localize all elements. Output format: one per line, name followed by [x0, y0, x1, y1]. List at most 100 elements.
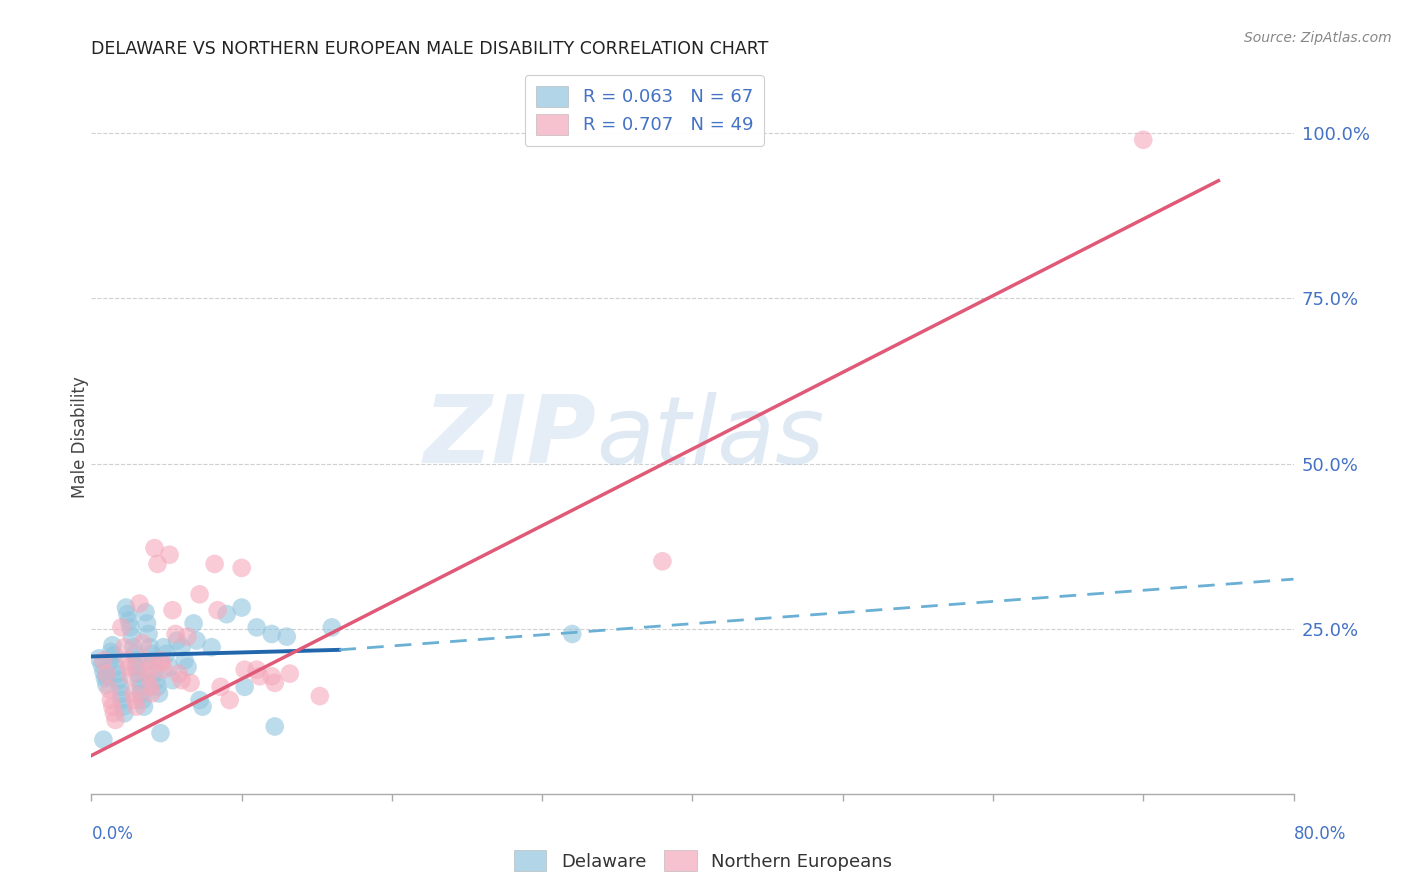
- Point: [132, 699, 155, 714]
- Point: [105, 666, 128, 681]
- Point: [651, 554, 673, 568]
- Point: [141, 647, 163, 661]
- Point: [101, 638, 124, 652]
- Point: [98, 682, 121, 697]
- Point: [134, 653, 156, 667]
- Point: [124, 647, 146, 661]
- Point: [128, 597, 150, 611]
- Point: [159, 548, 181, 562]
- Point: [93, 732, 115, 747]
- Point: [188, 693, 211, 707]
- Point: [218, 693, 240, 707]
- Text: atlas: atlas: [596, 392, 824, 483]
- Point: [150, 656, 173, 670]
- Point: [180, 676, 202, 690]
- Point: [131, 636, 153, 650]
- Point: [215, 607, 238, 622]
- Point: [115, 600, 138, 615]
- Point: [117, 653, 139, 667]
- Point: [110, 620, 132, 634]
- Point: [104, 660, 127, 674]
- Point: [114, 706, 136, 721]
- Point: [263, 676, 285, 690]
- Point: [201, 640, 224, 655]
- Point: [233, 663, 256, 677]
- Point: [162, 603, 184, 617]
- Point: [142, 653, 165, 667]
- Point: [231, 561, 253, 575]
- Point: [155, 647, 177, 661]
- Point: [145, 673, 167, 688]
- Point: [131, 693, 153, 707]
- Point: [246, 663, 269, 677]
- Point: [170, 640, 193, 655]
- Point: [103, 706, 125, 721]
- Point: [561, 627, 583, 641]
- Point: [125, 653, 148, 667]
- Point: [125, 660, 148, 674]
- Point: [152, 640, 174, 655]
- Point: [146, 557, 169, 571]
- Point: [204, 557, 226, 571]
- Point: [159, 660, 181, 674]
- Y-axis label: Male Disability: Male Disability: [72, 376, 89, 498]
- Point: [260, 627, 283, 641]
- Point: [111, 699, 134, 714]
- Point: [207, 603, 229, 617]
- Point: [128, 673, 150, 688]
- Point: [146, 680, 169, 694]
- Point: [98, 655, 121, 669]
- Point: [110, 686, 132, 700]
- Point: [148, 686, 170, 700]
- Point: [104, 713, 127, 727]
- Point: [96, 666, 118, 681]
- Point: [124, 693, 146, 707]
- Point: [110, 693, 132, 707]
- Point: [167, 666, 190, 681]
- Point: [233, 680, 256, 694]
- Point: [183, 616, 205, 631]
- Point: [117, 607, 139, 622]
- Point: [1132, 133, 1154, 147]
- Point: [100, 693, 122, 707]
- Point: [122, 640, 145, 655]
- Point: [308, 689, 330, 703]
- Point: [121, 630, 143, 644]
- Point: [129, 680, 152, 694]
- Point: [263, 719, 285, 733]
- Point: [122, 686, 145, 700]
- Point: [118, 660, 141, 674]
- Point: [129, 686, 152, 700]
- Text: 0.0%: 0.0%: [91, 825, 134, 843]
- Point: [165, 627, 187, 641]
- Point: [149, 653, 172, 667]
- Point: [90, 658, 112, 673]
- Point: [118, 614, 141, 628]
- Text: Source: ZipAtlas.com: Source: ZipAtlas.com: [1244, 31, 1392, 45]
- Point: [170, 673, 193, 688]
- Point: [231, 600, 253, 615]
- Point: [125, 699, 148, 714]
- Point: [249, 669, 271, 683]
- Point: [100, 645, 122, 659]
- Point: [138, 669, 160, 683]
- Point: [96, 678, 118, 692]
- Point: [107, 673, 129, 688]
- Legend: R = 0.063   N = 67, R = 0.707   N = 49: R = 0.063 N = 67, R = 0.707 N = 49: [524, 75, 763, 145]
- Point: [143, 541, 166, 555]
- Point: [166, 633, 188, 648]
- Point: [246, 620, 269, 634]
- Point: [138, 627, 160, 641]
- Point: [173, 653, 195, 667]
- Point: [108, 680, 131, 694]
- Point: [134, 605, 156, 619]
- Point: [321, 620, 343, 634]
- Point: [149, 726, 172, 740]
- Text: 80.0%: 80.0%: [1294, 825, 1346, 843]
- Point: [209, 680, 232, 694]
- Point: [127, 666, 149, 681]
- Point: [139, 680, 162, 694]
- Point: [176, 660, 198, 674]
- Point: [93, 665, 115, 679]
- Point: [141, 686, 163, 700]
